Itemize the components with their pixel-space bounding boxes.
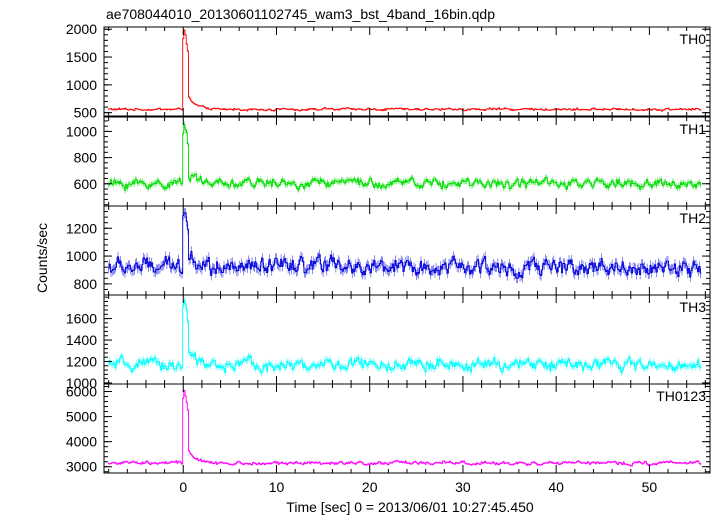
panel-label: TH0123 bbox=[656, 388, 706, 404]
y-tick-label: 3000 bbox=[66, 459, 97, 475]
x-tick-label: 40 bbox=[548, 479, 564, 495]
error-bars-th0123 bbox=[108, 389, 701, 467]
y-tick-label: 5000 bbox=[66, 409, 97, 425]
y-tick-label: 1200 bbox=[66, 353, 97, 369]
series-th1 bbox=[108, 121, 702, 194]
y-tick-label: 1000 bbox=[66, 248, 97, 264]
x-tick-label: 30 bbox=[455, 479, 471, 495]
y-tick-label: 800 bbox=[74, 276, 98, 292]
y-tick-label: 4000 bbox=[66, 434, 97, 450]
y-tick-label: 800 bbox=[74, 150, 98, 166]
panel-th3: 1000 1200 1400 1600 TH3 bbox=[66, 294, 711, 391]
panel-th1: 600 800 1000 TH1 bbox=[66, 116, 711, 207]
y-tick-label: 1200 bbox=[66, 220, 97, 236]
panel-th0123: 3000 4000 5000 6000 TH0123 bbox=[66, 383, 711, 475]
panel-th0: 500 1000 1500 2000 TH0 bbox=[66, 21, 711, 121]
y-tick-label: 1000 bbox=[66, 123, 97, 139]
series-line-th0123 bbox=[108, 390, 702, 467]
series-th0 bbox=[108, 29, 702, 112]
error-bars-th0 bbox=[108, 29, 701, 112]
x-tick-label: 20 bbox=[362, 479, 378, 495]
y-tick-label: 6000 bbox=[66, 384, 97, 400]
panel-label: TH3 bbox=[680, 299, 707, 315]
x-axis-label: Time [sec] 0 = 2013/06/01 10:27:45.450 bbox=[286, 499, 534, 515]
series-th0123 bbox=[108, 389, 702, 467]
y-tick-label: 1500 bbox=[66, 49, 97, 65]
chart-title: ae708044010_20130601102745_wam3_bst_4ban… bbox=[106, 6, 495, 22]
panel-frame bbox=[103, 383, 711, 474]
y-tick-label: 1000 bbox=[66, 77, 97, 93]
x-tick-label: 10 bbox=[269, 479, 285, 495]
panel-label: TH2 bbox=[680, 210, 707, 226]
panel-frame bbox=[103, 205, 711, 296]
panel-frame bbox=[103, 26, 711, 117]
y-axis-label: Counts/sec bbox=[34, 223, 50, 293]
panel-th2: 800 1000 1200 TH2 bbox=[66, 205, 711, 296]
y-tick-label: 1400 bbox=[66, 332, 97, 348]
series-th3 bbox=[108, 296, 702, 377]
panel-label: TH1 bbox=[680, 121, 707, 137]
error-bars-th1 bbox=[108, 121, 701, 194]
series-th2 bbox=[108, 207, 702, 284]
x-tick-label: 0 bbox=[179, 479, 187, 495]
series-line-th0 bbox=[108, 29, 702, 112]
y-tick-label: 600 bbox=[74, 176, 98, 192]
error-bars-th3 bbox=[108, 296, 701, 377]
y-tick-label: 1000 bbox=[66, 375, 97, 391]
y-tick-label: 2000 bbox=[66, 21, 97, 37]
x-tick-label: 50 bbox=[642, 479, 658, 495]
error-bars-th2 bbox=[108, 207, 701, 284]
panel-frame bbox=[103, 116, 711, 207]
y-tick-label: 1600 bbox=[66, 311, 97, 327]
y-tick-label: 500 bbox=[74, 105, 98, 121]
series-line-th3 bbox=[108, 299, 702, 374]
panel-label: TH0 bbox=[680, 31, 707, 47]
